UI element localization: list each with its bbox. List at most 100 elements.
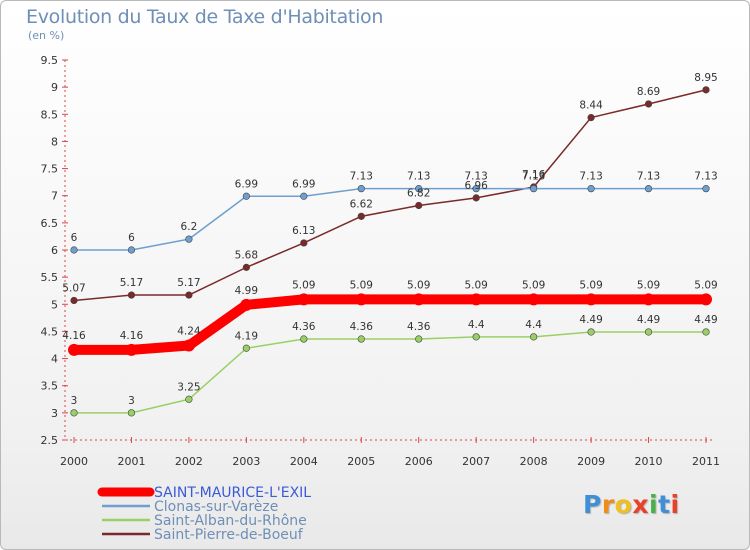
- data-point: [587, 113, 595, 122]
- data-label: 4.16: [62, 330, 86, 342]
- axes: 2.5 3 3.5 4 4.5 5 5.5 6 6.5 7 7.5 8 8.5 9 9.5 2000 2001 2…: [41, 54, 721, 468]
- data-label: 5.09: [637, 279, 660, 291]
- y-tick-label: 3: [51, 407, 58, 420]
- series-line-3: [73, 89, 707, 302]
- y-tick-label: 4: [51, 353, 58, 366]
- data-point: [530, 333, 538, 341]
- data-label: 6: [128, 232, 135, 244]
- data-point: [127, 409, 136, 417]
- logo-letter: t: [658, 490, 671, 519]
- series-points: [68, 86, 712, 417]
- data-label: 6.62: [350, 198, 373, 210]
- data-label: 6.82: [407, 187, 430, 199]
- y-tick-label: 9.5: [41, 54, 59, 67]
- data-point: [702, 185, 710, 193]
- data-label: 8.95: [694, 72, 717, 84]
- data-point: [182, 339, 195, 352]
- data-point: [357, 185, 365, 193]
- data-point: [240, 298, 253, 311]
- chart-title: Evolution du Taux de Taxe d'Habitation: [26, 6, 384, 28]
- data-label: 6.96: [464, 180, 488, 192]
- data-label: 4.19: [235, 330, 258, 342]
- data-label: 4.16: [120, 330, 144, 342]
- logo-letter: i: [670, 490, 680, 519]
- series-line-0: [69, 294, 711, 355]
- data-point: [70, 409, 78, 417]
- data-point: [185, 291, 193, 299]
- data-label: 5.09: [407, 279, 430, 291]
- data-point: [412, 293, 425, 306]
- chart-subtitle: (en %): [28, 29, 65, 42]
- data-point: [644, 185, 653, 193]
- data-label: 3.25: [177, 381, 200, 393]
- data-point: [242, 192, 250, 200]
- data-point: [587, 328, 595, 336]
- data-label: 4.49: [579, 314, 602, 326]
- x-tick-label: 2000: [60, 455, 88, 468]
- data-label: 4.4: [525, 319, 542, 331]
- x-tick-label: 2005: [347, 455, 375, 468]
- data-point: [357, 212, 365, 220]
- data-point: [527, 293, 540, 306]
- data-label: 3: [71, 395, 78, 407]
- data-label: 4.36: [292, 321, 316, 333]
- y-tick-label: 7.5: [41, 163, 59, 176]
- data-label: 5.09: [292, 279, 315, 291]
- data-point: [472, 194, 480, 202]
- x-tick-label: 2002: [175, 455, 203, 468]
- data-label: 7.13: [464, 171, 487, 183]
- x-tick-label: 2010: [635, 455, 663, 468]
- data-point: [644, 328, 653, 336]
- x-tick-label: 2008: [520, 455, 548, 468]
- data-label: 7.13: [407, 171, 430, 183]
- data-point: [585, 293, 598, 306]
- x-tick-label: 2011: [692, 455, 720, 468]
- data-point: [470, 293, 483, 306]
- data-label: 5.09: [579, 279, 602, 291]
- data-label: 5.07: [62, 282, 85, 294]
- data-point: [415, 185, 423, 193]
- data-label: 6.99: [292, 178, 315, 190]
- legend: SAINT-MAURICE-L'EXILClonas-sur-VarèzeSai…: [97, 485, 311, 543]
- data-point: [185, 235, 193, 243]
- data-label: 4.99: [235, 285, 258, 297]
- x-tick-label: 2003: [232, 455, 260, 468]
- y-tick-label: 3.5: [41, 380, 59, 393]
- data-point: [127, 291, 136, 299]
- data-point: [300, 239, 308, 247]
- data-point: [700, 293, 712, 306]
- data-label: 6.13: [292, 225, 315, 237]
- logo-letter: P: [583, 490, 602, 519]
- x-tick-label: 2006: [405, 455, 433, 468]
- x-tick-label: 2009: [577, 455, 605, 468]
- data-label: 6.99: [235, 178, 258, 190]
- data-point: [127, 246, 136, 254]
- data-label: 7.13: [522, 171, 545, 183]
- data-point: [125, 343, 138, 356]
- data-point: [70, 296, 78, 305]
- data-point: [357, 335, 365, 343]
- data-label: 3: [128, 395, 135, 407]
- data-point: [355, 293, 368, 306]
- data-point: [587, 185, 595, 193]
- data-point: [68, 343, 80, 356]
- data-point: [530, 185, 538, 193]
- logo-letter: r: [601, 490, 615, 519]
- y-tick-label: 9: [51, 81, 58, 94]
- data-point: [472, 333, 480, 341]
- data-label: 7.13: [579, 171, 602, 183]
- legend-label: Saint-Alban-du-Rhône: [154, 513, 307, 529]
- x-tick-label: 2001: [117, 455, 145, 468]
- legend-label: Saint-Pierre-de-Boeuf: [154, 527, 304, 543]
- series-lines: [69, 89, 711, 414]
- data-label: 4.24: [177, 326, 201, 338]
- data-point: [242, 263, 250, 271]
- series-line-2: [73, 331, 707, 414]
- series-line-1: [73, 187, 707, 251]
- data-label: 4.36: [407, 321, 431, 333]
- data-point: [702, 86, 710, 94]
- data-point: [297, 293, 310, 306]
- y-tick-label: 6.5: [41, 217, 59, 230]
